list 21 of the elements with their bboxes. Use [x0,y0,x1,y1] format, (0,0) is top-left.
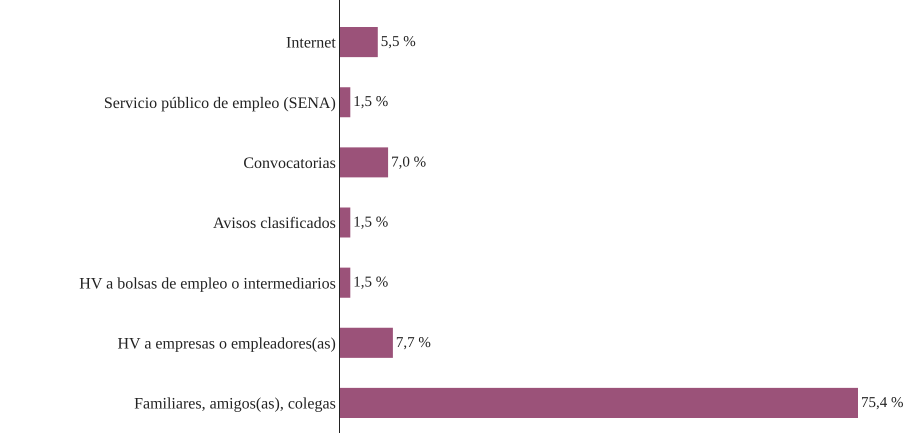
bar [340,328,393,358]
y-tick-label: HV a empresas o empleadores(as) [118,335,336,352]
bar [340,27,378,58]
data-label: 7,0 % [391,154,426,170]
y-tick-label: HV a bolsas de empleo o intermediarios [79,275,336,292]
bar [340,207,350,238]
data-label: 1,5 % [353,94,388,110]
bar [340,87,350,118]
data-label: 1,5 % [353,274,388,291]
y-tick-label: Avisos clasificados [213,215,336,232]
data-label: 75,4 % [861,394,904,411]
y-tick-label: Servicio público de empleo (SENA) [104,94,336,112]
data-label: 5,5 % [380,34,416,50]
data-label: 7,7 % [396,334,431,351]
bar [340,147,388,178]
bar [340,388,858,418]
y-tick-label: Internet [286,34,336,52]
bar [340,268,350,298]
y-tick-label: Familiares, amigos(as), colegas [134,396,336,413]
y-tick-label: Convocatorias [243,154,336,172]
data-label: 1,5 % [353,214,388,231]
